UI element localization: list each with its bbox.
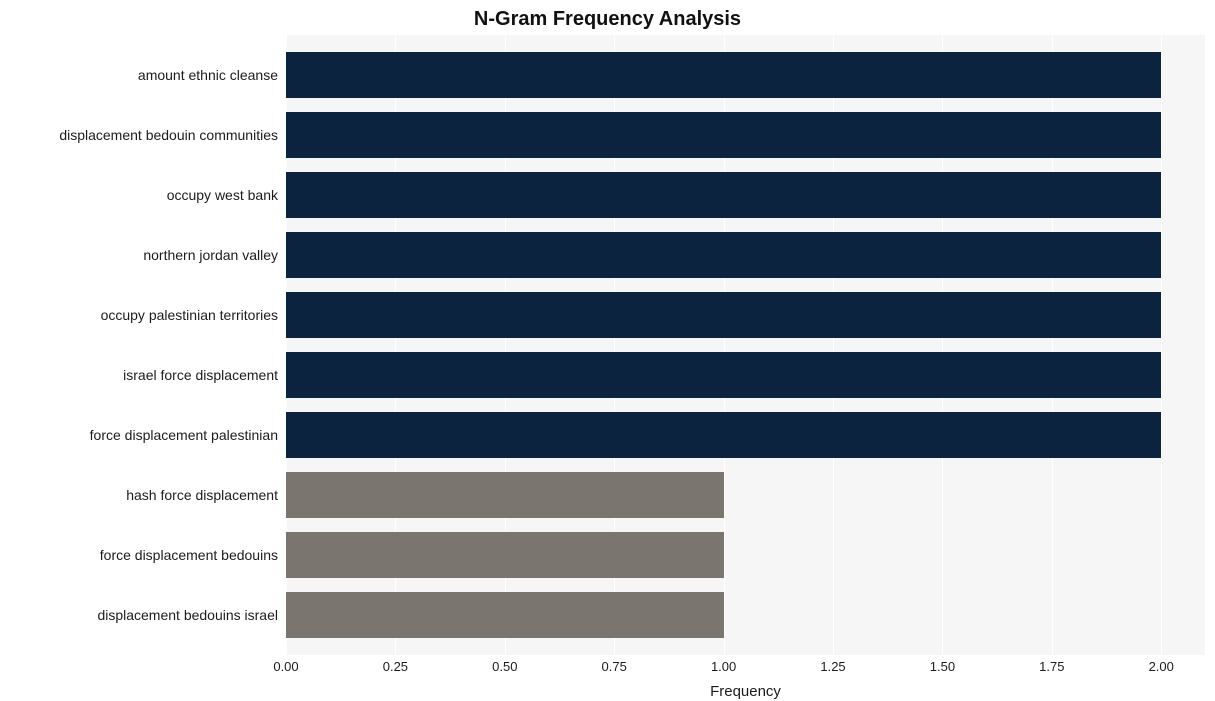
x-tick-label: 0.50	[492, 659, 517, 674]
bar	[286, 232, 1161, 279]
bar	[286, 112, 1161, 159]
x-tick-label: 0.25	[383, 659, 408, 674]
x-tick-label: 0.00	[273, 659, 298, 674]
x-tick-label: 1.25	[820, 659, 845, 674]
x-axis-ticks: 0.00 0.25 0.50 0.75 1.00 1.25 1.50 1.75 2.00	[10, 659, 1205, 679]
y-tick-label: occupy west bank	[167, 187, 278, 203]
bar	[286, 292, 1161, 339]
y-axis: amount ethnic cleanse displacement bedoui…	[10, 35, 286, 655]
x-tick-label: 1.00	[711, 659, 736, 674]
bar	[286, 592, 724, 639]
bar	[286, 472, 724, 519]
chart-title: N-Gram Frequency Analysis	[10, 8, 1205, 31]
x-tick-label: 1.50	[930, 659, 955, 674]
bar	[286, 52, 1161, 99]
plot-area	[286, 35, 1205, 655]
y-tick-label: israel force displacement	[123, 367, 278, 383]
x-tick-label: 2.00	[1149, 659, 1174, 674]
x-axis-label: Frequency	[286, 683, 1205, 700]
y-tick-label: force displacement palestinian	[90, 427, 278, 443]
bar	[286, 412, 1161, 459]
y-tick-label: force displacement bedouins	[100, 547, 278, 563]
y-tick-label: amount ethnic cleanse	[138, 67, 278, 83]
x-tick-label: 1.75	[1039, 659, 1064, 674]
bar	[286, 172, 1161, 219]
x-tick-label: 0.75	[602, 659, 627, 674]
y-tick-label: northern jordan valley	[143, 247, 278, 263]
plot-region: amount ethnic cleanse displacement bedoui…	[10, 35, 1205, 655]
grid-line	[1161, 35, 1162, 655]
y-tick-label: occupy palestinian territories	[101, 307, 278, 323]
y-tick-label: displacement bedouins israel	[97, 607, 278, 623]
y-tick-label: hash force displacement	[126, 487, 278, 503]
x-ticks-area: 0.000.250.500.751.001.251.501.752.00	[286, 659, 1205, 679]
bar	[286, 352, 1161, 399]
ngram-frequency-chart: N-Gram Frequency Analysis amount ethnic …	[0, 0, 1215, 701]
y-tick-label: displacement bedouin communities	[59, 127, 278, 143]
bar	[286, 532, 724, 579]
